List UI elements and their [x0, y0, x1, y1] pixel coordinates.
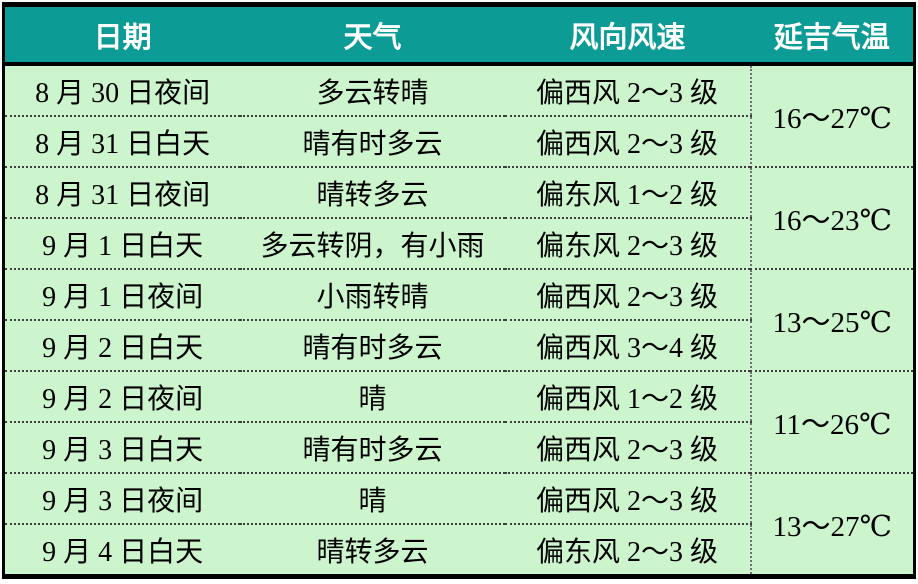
weather-cell: 晴: [240, 371, 505, 423]
wind-cell: 偏西风 2～3 级: [504, 269, 751, 321]
wind-cell: 偏西风 1～2 级: [504, 371, 751, 423]
weather-cell: 多云转阴，有小雨: [240, 218, 505, 270]
date-cell: 9 月 2 日夜间: [3, 371, 241, 423]
table-row: 9 月 2 日夜间晴偏西风 1～2 级 11～26℃: [3, 371, 915, 474]
weather-cell: 晴转多云: [240, 524, 505, 578]
temperature-cell: 16～23℃: [749, 167, 915, 270]
table-row: 9 月 1 日夜间 小雨转晴 偏西风 2～3 级 13～25℃: [3, 269, 915, 372]
wind-cell: 偏西风 2～3 级: [504, 116, 751, 168]
date-cell: 9 月 1 日夜间: [3, 269, 241, 321]
wind-cell: 偏西风 2～3 级: [504, 422, 751, 474]
temperature-cell: 13～27℃: [749, 473, 915, 578]
table-row: 9 月 2 日白天 晴有时多云 偏西风 3～4 级: [3, 320, 915, 372]
table-row: 9 月 1 日白天 多云转阴，有小雨 偏东风 2～3 级: [3, 218, 915, 270]
column-header-temperature: 延吉气温: [750, 4, 915, 66]
header-row: 日期 天气 风向风速 延吉气温: [3, 4, 915, 66]
column-header-date: 日期: [3, 4, 241, 66]
weather-cell: 晴转多云: [240, 167, 505, 219]
date-cell: 9 月 3 日白天: [3, 422, 241, 474]
wind-cell: 偏东风 2～3 级: [504, 218, 751, 270]
date-cell: 8 月 31 日夜间: [3, 167, 241, 219]
weather-cell: 小雨转晴: [240, 269, 505, 321]
table-row: 8 月 31 日夜间 晴转多云 偏东风 1～2 级 16～23℃: [3, 167, 915, 270]
wind-cell: 偏西风 3～4 级: [504, 320, 751, 372]
weather-cell: 晴有时多云: [240, 422, 505, 474]
wind-cell: 偏西风 2～3 级: [504, 473, 751, 525]
column-header-weather: 天气: [240, 4, 505, 66]
wind-cell: 偏东风 2～3 级: [504, 524, 751, 578]
temperature-cell: 13～25℃: [749, 269, 915, 372]
date-cell: 9 月 3 日夜间: [3, 473, 241, 525]
weather-cell: 多云转晴: [240, 64, 505, 117]
table-row: 9 月 3 日夜间晴偏西风 2～3 级 13～27℃: [3, 473, 915, 578]
table-row: 8 月 31 日白天 晴有时多云 偏西风 2～3 级: [3, 116, 915, 168]
weather-cell: 晴: [240, 473, 505, 525]
date-cell: 8 月 31 日白天: [3, 116, 241, 168]
table-row: 9 月 3 日白天 晴有时多云 偏西风 2～3 级: [3, 422, 915, 474]
wind-cell: 偏西风 2～3 级: [504, 64, 751, 117]
weather-cell: 晴有时多云: [240, 320, 505, 372]
temperature-cell: 11～26℃: [749, 371, 915, 474]
column-header-wind: 风向风速: [504, 4, 751, 66]
temperature-cell: 16～27℃: [749, 64, 915, 168]
weather-cell: 晴有时多云: [240, 116, 505, 168]
wind-cell: 偏东风 1～2 级: [504, 167, 751, 219]
date-cell: 9 月 1 日白天: [3, 218, 241, 270]
table-row: 9 月 4 日白天 晴转多云 偏东风 2～3 级: [3, 524, 915, 578]
date-cell: 8 月 30 日夜间: [3, 64, 241, 117]
date-cell: 9 月 2 日白天: [3, 320, 241, 372]
table-body: 8 月 30 日夜间 多云转晴 偏西风 2～3 级 16～27℃ 8 月 31 日白天晴…: [3, 64, 915, 578]
table-row: 8 月 30 日夜间 多云转晴 偏西风 2～3 级 16～27℃: [3, 64, 915, 168]
date-cell: 9 月 4 日白天: [3, 524, 241, 578]
